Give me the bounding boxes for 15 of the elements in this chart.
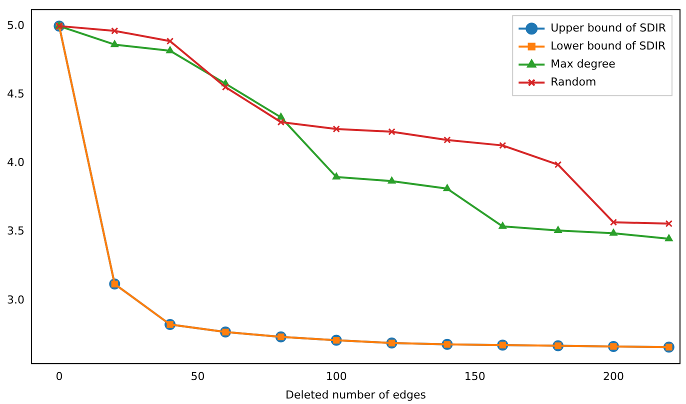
x-axis-title: Deleted number of edges	[286, 388, 426, 402]
y-tick-label: 5.0	[6, 18, 24, 32]
legend-label: Lower bound of SDIR	[550, 39, 666, 52]
y-tick-label: 3.5	[6, 224, 24, 238]
y-tick-label: 4.0	[6, 156, 24, 170]
y-tick-label: 4.5	[6, 88, 24, 101]
y-tick-label: 3.0	[6, 293, 24, 306]
x-tick-label: 150	[464, 370, 486, 384]
x-tick-label: 50	[190, 370, 205, 384]
legend-label: Random	[550, 75, 596, 88]
legend-label: Max degree	[550, 57, 616, 70]
x-tick-label: 200	[602, 370, 624, 384]
legend-label: Upper bound of SDIR	[550, 21, 666, 34]
x-tick-label: 100	[326, 370, 347, 384]
x-tick-label: 0	[56, 370, 63, 384]
